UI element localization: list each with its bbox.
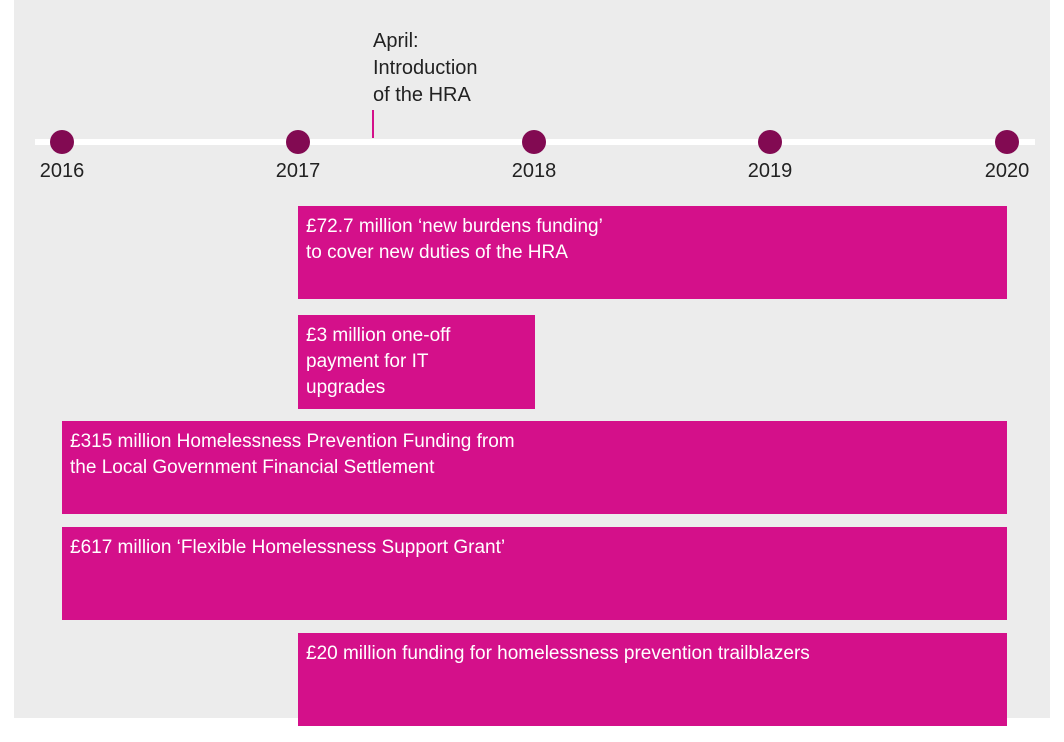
funding-bar: £315 million Homelessness Prevention Fun… [62, 421, 1007, 514]
annotation-line: Introduction [373, 57, 478, 79]
year-label: 2020 [984, 160, 1030, 182]
year-label: 2017 [275, 160, 321, 182]
year-dot [50, 130, 74, 154]
bar-text: £3 million one-off [306, 325, 451, 346]
annotation-line: April: [373, 30, 419, 52]
bar-text: to cover new duties of the HRA [306, 242, 568, 263]
year-label: 2018 [511, 160, 557, 182]
annotation-line: of the HRA [373, 84, 471, 106]
bar-text: upgrades [306, 377, 386, 398]
year-dot [522, 130, 546, 154]
bar-text: £617 million ‘Flexible Homelessness Supp… [70, 537, 506, 558]
annotation: April: Introduction of the HRA [373, 28, 478, 109]
annotation-tick [372, 110, 374, 138]
year-dot [995, 130, 1019, 154]
year-label: 2019 [747, 160, 793, 182]
bar-text: the Local Government Financial Settlemen… [70, 457, 435, 478]
funding-bar: £72.7 million ‘new burdens funding’ to c… [298, 206, 1007, 299]
bar-text: £315 million Homelessness Prevention Fun… [70, 431, 515, 452]
bar-text: £20 million funding for homelessness pre… [306, 643, 810, 664]
bar-text: payment for IT [306, 351, 429, 372]
year-dot [758, 130, 782, 154]
year-dot [286, 130, 310, 154]
funding-bar: £617 million ‘Flexible Homelessness Supp… [62, 527, 1007, 620]
funding-bar: £20 million funding for homelessness pre… [298, 633, 1007, 726]
bar-text: £72.7 million ‘new burdens funding’ [306, 216, 603, 237]
funding-bar: £3 million one-off payment for IT upgrad… [298, 315, 535, 409]
year-label: 2016 [39, 160, 85, 182]
